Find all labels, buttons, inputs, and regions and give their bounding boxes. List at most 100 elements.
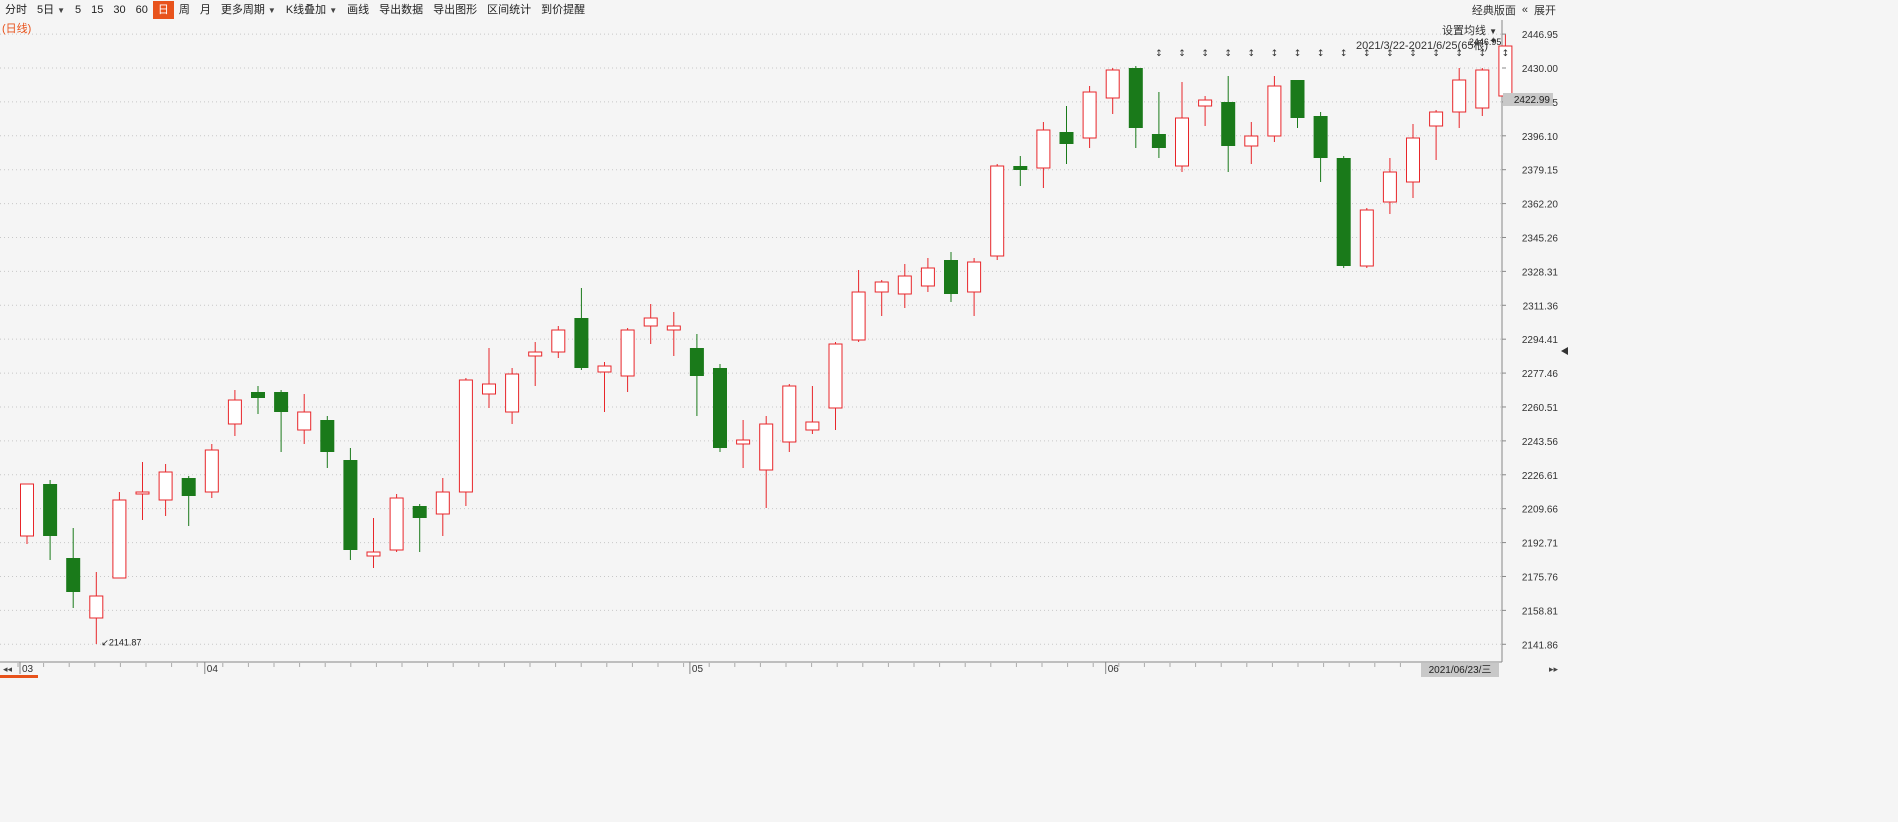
y-tick-label: 2311.36 (1523, 301, 1559, 312)
period-intraday[interactable]: 分时 (5, 4, 27, 16)
candle-body (20, 483, 34, 537)
x-tick-label: 05 (692, 664, 704, 675)
candle (1036, 122, 1051, 188)
more-periods-dropdown[interactable]: 更多周期 ▼ (216, 1, 281, 19)
candle (759, 416, 774, 508)
scroll-indicator[interactable] (0, 675, 38, 678)
candle-body (1359, 209, 1374, 267)
candle (66, 528, 81, 608)
candle-body (1382, 171, 1397, 203)
classic-layout-button[interactable]: 经典版面 (1471, 5, 1516, 17)
candle (43, 480, 58, 560)
scroll-right-icon[interactable]: ▸▸ (1549, 665, 1559, 675)
candle (412, 504, 427, 552)
event-marker-icon: ↕ (1155, 49, 1163, 59)
event-marker-icon: ↕ (1409, 49, 1417, 59)
candle (297, 394, 312, 444)
right-tools: 经典版面 « 展开 (1466, 0, 1556, 20)
axis-arrow-icon[interactable] (1561, 347, 1568, 355)
candle-body (43, 484, 58, 536)
current-price-tag: 2422.99 (1503, 93, 1553, 106)
candle (643, 304, 658, 344)
range-stats-button[interactable]: 区间统计 (487, 4, 532, 16)
period-15min[interactable]: 15 (91, 4, 104, 16)
candle (1406, 124, 1420, 198)
period-5day-label: 5日 (37, 4, 55, 16)
x-tick-label: 06 (1108, 664, 1120, 675)
candle (666, 312, 681, 356)
candle (1151, 92, 1166, 158)
period-60min[interactable]: 60 (135, 4, 148, 16)
candle (528, 342, 543, 386)
ma-setting-dropdown[interactable]: 设置均线 ▼ (1442, 22, 1497, 38)
candle-body (389, 497, 404, 551)
candle-body (366, 551, 381, 557)
low-annotation: ↙2141.87 (101, 637, 141, 647)
scroll-left-icon[interactable]: ◂◂ (3, 665, 13, 675)
candle-body (181, 478, 196, 496)
kline-overlay-dropdown[interactable]: K线叠加 ▼ (281, 1, 342, 19)
period-30min[interactable]: 30 (113, 4, 126, 16)
pin-icon[interactable]: ✦ (1489, 36, 1498, 47)
y-tick-label: 2446.95 (1522, 30, 1559, 41)
y-tick-label: 2362.20 (1522, 200, 1559, 211)
candle (158, 464, 173, 516)
event-marker-icon: ↕ (1201, 49, 1209, 59)
expand-button[interactable]: 展开 (1534, 5, 1556, 17)
period-5day-dropdown[interactable]: 5日 ▼ (32, 1, 70, 19)
candle (251, 386, 265, 414)
candle-body (689, 348, 704, 376)
candle (89, 572, 104, 644)
period-5min[interactable]: 5 (75, 4, 82, 16)
candle-body (897, 275, 912, 295)
candle-body (482, 383, 496, 395)
candle-body (1313, 116, 1328, 158)
draw-line-button[interactable]: 画线 (347, 4, 370, 16)
candle-body (643, 317, 658, 327)
y-tick-label: 2328.31 (1522, 267, 1559, 278)
candles (20, 34, 1513, 644)
double-left-icon[interactable]: « (1521, 4, 1528, 16)
x-tick-label: 04 (207, 664, 219, 675)
range-label[interactable]: 2021/3/22-2021/6/25(65根) (1356, 40, 1489, 52)
dropdown-arrow-icon: ▼ (267, 6, 276, 15)
candle (181, 476, 196, 526)
candle (944, 252, 958, 302)
candle (1359, 208, 1374, 268)
svg-text:▸▸: ▸▸ (1549, 665, 1559, 675)
event-marker-icon: ↕ (1271, 49, 1279, 59)
candle-body (204, 449, 219, 493)
candle-body (528, 351, 543, 357)
candle-body (1221, 102, 1236, 146)
candle-body (1429, 111, 1444, 127)
y-tick-label: 2430.00 (1522, 64, 1559, 75)
export-data-button[interactable]: 导出数据 (379, 4, 424, 16)
candle (1128, 66, 1143, 148)
svg-text:◂◂: ◂◂ (3, 665, 13, 675)
candle (505, 368, 520, 424)
y-tick-label: 2158.81 (1522, 606, 1559, 617)
period-week[interactable]: 周 (178, 4, 190, 16)
period-tag: (日线) (2, 23, 32, 35)
candle (112, 492, 127, 579)
candle (1290, 80, 1305, 128)
candle (1475, 68, 1490, 116)
candle-body (759, 423, 774, 471)
candle-body (320, 420, 335, 452)
period-day[interactable]: 日 (152, 1, 174, 19)
candle-body (1290, 80, 1305, 118)
candle-body (1128, 68, 1143, 128)
candlestick-chart[interactable]: 2141.86 2158.81 2175.76 2192.71 2209.66 2226.… (0, 0, 1568, 679)
dropdown-arrow-icon: ▼ (329, 6, 338, 15)
candle-body (227, 399, 242, 425)
candle (736, 420, 751, 468)
candle-body (1198, 99, 1213, 107)
price-alert-button[interactable]: 到价提醒 (541, 4, 586, 16)
export-image-button[interactable]: 导出图形 (433, 4, 478, 16)
plot-border (0, 20, 1503, 663)
event-marker-icon: ↕ (1455, 49, 1463, 59)
period-month[interactable]: 月 (199, 4, 211, 16)
candle (1382, 158, 1397, 214)
y-tick-label: 2294.41 (1522, 335, 1559, 346)
candle (1175, 82, 1189, 172)
